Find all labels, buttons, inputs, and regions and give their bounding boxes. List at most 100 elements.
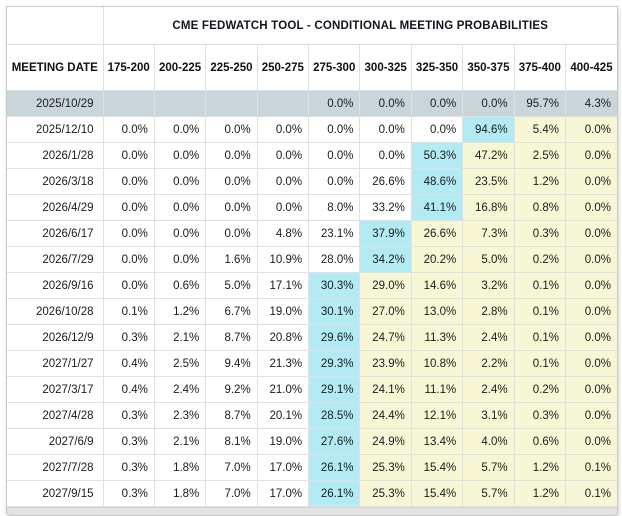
probability-cell: 0.0% xyxy=(153,116,207,143)
meeting-date-cell[interactable]: 2027/4/28 xyxy=(7,402,104,429)
meeting-row[interactable]: 2026/10/28 0.1% 1.2% 6.7% 19.0% 30.1% 27.0% 13.… xyxy=(7,298,617,325)
probability-cell: 0.0% xyxy=(308,142,361,169)
probability-cell: 0.0% xyxy=(565,272,617,299)
probability-cell: 1.8% xyxy=(153,480,207,507)
meeting-date-cell[interactable]: 2026/4/29 xyxy=(7,194,104,221)
probability-cell: 2.1% xyxy=(153,324,207,351)
probability-cell: 50.3% xyxy=(410,142,464,169)
probability-cell: 41.1% xyxy=(410,194,464,221)
probability-cell: 0.0% xyxy=(256,142,310,169)
probability-cell: 1.6% xyxy=(205,246,258,273)
probability-cell: 0.0% xyxy=(565,142,617,169)
meeting-date-cell[interactable]: 2027/7/28 xyxy=(7,454,104,481)
probability-cell: 5.0% xyxy=(205,272,258,299)
probability-cell: 0.0% xyxy=(102,194,155,221)
probability-cell: 19.0% xyxy=(256,298,310,325)
meeting-date-cell[interactable]: 2026/9/16 xyxy=(7,272,104,299)
probability-cell: 28.5% xyxy=(308,402,361,429)
meeting-date-cell[interactable]: 2027/1/27 xyxy=(7,350,104,377)
probability-cell: 4.8% xyxy=(256,220,310,247)
probability-cell: 0.0% xyxy=(256,168,310,195)
meeting-date-cell[interactable]: 2027/9/15 xyxy=(7,480,104,507)
probability-cell: 29.6% xyxy=(308,324,361,351)
corner-cell xyxy=(7,7,104,45)
probability-cell: 0.0% xyxy=(359,116,412,143)
meeting-date-cell[interactable]: 2026/12/9 xyxy=(7,324,104,351)
probability-cell: 1.2% xyxy=(513,480,567,507)
probability-cell: 0.3% xyxy=(102,402,155,429)
meeting-row[interactable]: 2026/6/17 0.0% 0.0% 0.0% 4.8% 23.1% 37.9% 26.6%… xyxy=(7,220,617,247)
meeting-date-cell[interactable]: 2026/1/28 xyxy=(7,142,104,169)
meeting-date-cell[interactable]: 2026/6/17 xyxy=(7,220,104,247)
probability-cell: 29.0% xyxy=(359,272,412,299)
probability-cell: 0.3% xyxy=(102,324,155,351)
probability-cell: 0.0% xyxy=(462,90,515,117)
fedwatch-tool-panel: CME FEDWATCH TOOL - CONDITIONAL MEETING … xyxy=(6,6,618,516)
probability-cell: 2.4% xyxy=(462,376,515,403)
probability-cell: 0.3% xyxy=(102,454,155,481)
probability-cell: 30.1% xyxy=(308,298,361,325)
probability-cell: 8.7% xyxy=(205,402,258,429)
meeting-row[interactable]: 2026/7/29 0.0% 0.0% 1.6% 10.9% 28.0% 34.2% 20.2… xyxy=(7,246,617,273)
meeting-row[interactable]: 2026/4/29 0.0% 0.0% 0.0% 0.0% 8.0% 33.2% 41.1% 1… xyxy=(7,194,617,221)
probability-cell: 0.0% xyxy=(102,272,155,299)
probability-cell: 2.5% xyxy=(513,142,567,169)
probability-cell: 14.6% xyxy=(410,272,464,299)
probability-cell: 15.4% xyxy=(410,480,464,507)
probability-cell xyxy=(256,90,310,117)
meeting-date-cell[interactable]: 2025/12/10 xyxy=(7,116,104,143)
probability-cell: 0.0% xyxy=(153,168,207,195)
meeting-row[interactable]: 2026/3/18 0.0% 0.0% 0.0% 0.0% 0.0% 26.6% 48.6% 2… xyxy=(7,168,617,195)
probability-cell: 8.0% xyxy=(308,194,361,221)
probability-cell xyxy=(153,90,207,117)
table-title: CME FEDWATCH TOOL - CONDITIONAL MEETING … xyxy=(102,7,617,45)
probability-cell: 27.6% xyxy=(308,428,361,455)
probability-cell: 0.1% xyxy=(565,454,617,481)
probability-cell: 0.4% xyxy=(102,350,155,377)
meeting-date-cell[interactable]: 2026/7/29 xyxy=(7,246,104,273)
meeting-row[interactable]: 2026/1/28 0.0% 0.0% 0.0% 0.0% 0.0% 0.0% 50.3% 47… xyxy=(7,142,617,169)
probability-cell: 0.0% xyxy=(308,168,361,195)
probability-cell: 0.1% xyxy=(513,298,567,325)
probability-cell: 26.1% xyxy=(308,454,361,481)
probability-cell: 13.4% xyxy=(410,428,464,455)
probability-cell: 2.4% xyxy=(153,376,207,403)
probability-cell: 0.2% xyxy=(513,246,567,273)
meeting-row[interactable]: 2026/9/16 0.0% 0.6% 5.0% 17.1% 30.3% 29.0% 14.6… xyxy=(7,272,617,299)
meeting-row[interactable]: 2025/10/29 0.0% 0.0% 0.0% 0.0% 95.7% 4.3% xyxy=(7,90,617,117)
probability-cell: 25.3% xyxy=(359,480,412,507)
probability-cell: 5.7% xyxy=(462,480,515,507)
probability-cell: 29.3% xyxy=(308,350,361,377)
meeting-row[interactable]: 2026/12/9 0.3% 2.1% 8.7% 20.8% 29.6% 24.7% 11.3… xyxy=(7,324,617,351)
probability-cell: 0.0% xyxy=(565,376,617,403)
probability-cell: 0.3% xyxy=(102,428,155,455)
probability-cell: 0.0% xyxy=(256,194,310,221)
rate-range-header: 225-250 xyxy=(205,44,258,91)
meeting-date-cell[interactable]: 2026/10/28 xyxy=(7,298,104,325)
meeting-row[interactable]: 2027/9/15 0.3% 1.8% 7.0% 17.0% 26.1% 25.3% 15.4… xyxy=(7,480,617,507)
meeting-date-cell[interactable]: 2026/3/18 xyxy=(7,168,104,195)
probability-cell: 8.1% xyxy=(205,428,258,455)
probability-cell: 11.1% xyxy=(410,376,464,403)
meeting-row[interactable]: 2027/6/9 0.3% 2.1% 8.1% 19.0% 27.6% 24.9% 13.4%… xyxy=(7,428,617,455)
probability-cell: 48.6% xyxy=(410,168,464,195)
probability-cell: 30.3% xyxy=(308,272,361,299)
probability-cell: 3.1% xyxy=(462,402,515,429)
meeting-date-cell[interactable]: 2027/6/9 xyxy=(7,428,104,455)
probability-cell: 0.0% xyxy=(205,116,258,143)
meeting-date-cell[interactable]: 2025/10/29 xyxy=(7,90,104,117)
probability-cell: 26.6% xyxy=(359,168,412,195)
probability-cell: 2.4% xyxy=(462,324,515,351)
probability-cell: 17.0% xyxy=(256,454,310,481)
probability-cell: 0.0% xyxy=(565,350,617,377)
meeting-date-cell[interactable]: 2027/3/17 xyxy=(7,376,104,403)
rate-range-header: 400-425 xyxy=(565,44,617,91)
meeting-row[interactable]: 2027/3/17 0.4% 2.4% 9.2% 21.0% 29.1% 24.1% 11.1… xyxy=(7,376,617,403)
probability-cell: 0.0% xyxy=(565,168,617,195)
meeting-row[interactable]: 2027/1/27 0.4% 2.5% 9.4% 21.3% 29.3% 23.9% 10.8… xyxy=(7,350,617,377)
meeting-row[interactable]: 2027/4/28 0.3% 2.3% 8.7% 20.1% 28.5% 24.4% 12.1… xyxy=(7,402,617,429)
meeting-row[interactable]: 2027/7/28 0.3% 1.8% 7.0% 17.0% 26.1% 25.3% 15.4… xyxy=(7,454,617,481)
probability-cell: 0.0% xyxy=(153,246,207,273)
probability-cell: 24.7% xyxy=(359,324,412,351)
meeting-row[interactable]: 2025/12/10 0.0% 0.0% 0.0% 0.0% 0.0% 0.0% 0.0% 94… xyxy=(7,116,617,143)
